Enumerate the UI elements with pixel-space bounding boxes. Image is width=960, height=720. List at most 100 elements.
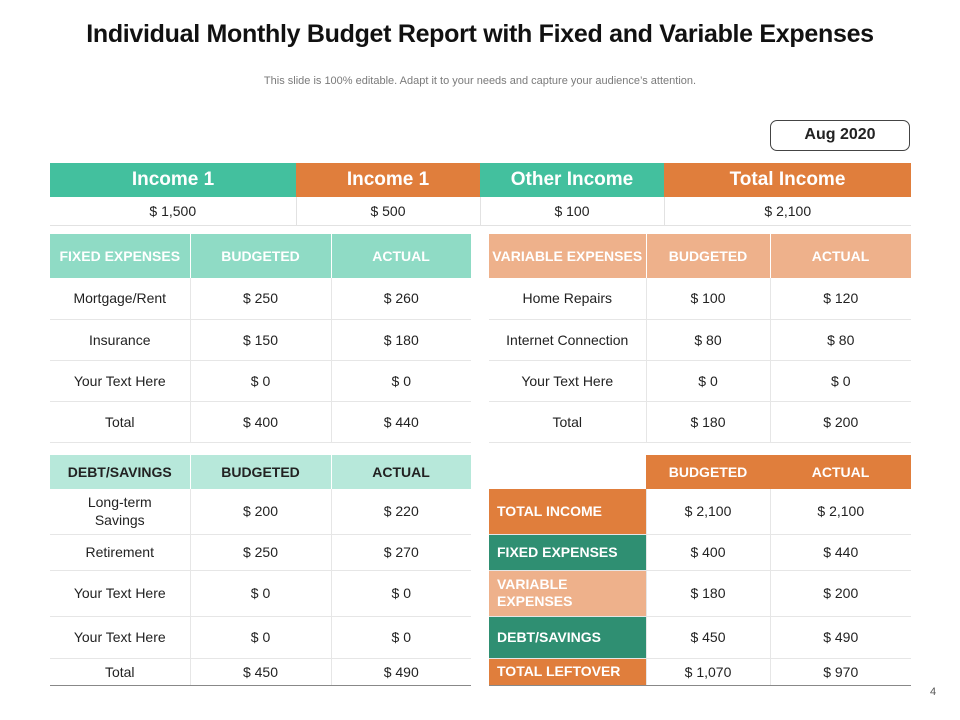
table-cell: $ 2,100 xyxy=(646,489,771,535)
table-row: TOTAL INCOME $ 2,100 $ 2,100 xyxy=(489,489,911,535)
table-cell: $ 250 xyxy=(190,534,332,571)
table-cell: Your Text Here xyxy=(50,360,191,402)
table-row: Home Repairs $ 100 $ 120 xyxy=(489,278,911,320)
table-row: TOTAL LEFTOVER $ 1,070 $ 970 xyxy=(489,658,911,686)
table-header: BUDGETED xyxy=(646,455,770,489)
income-header: Income 1 xyxy=(50,163,296,197)
summary-label: DEBT/SAVINGS xyxy=(489,616,647,659)
table-cell: $ 400 xyxy=(646,534,771,571)
table-cell: $ 180 xyxy=(646,570,771,617)
table-row: Long-term Savings $ 200 $ 220 xyxy=(50,489,471,535)
table-row: Total $ 180 $ 200 xyxy=(489,401,911,443)
table-cell: $ 250 xyxy=(190,278,332,320)
table-cell: $ 1,070 xyxy=(646,658,771,686)
summary-label: TOTAL INCOME xyxy=(489,489,647,535)
income-value: $ 500 xyxy=(296,197,481,226)
table-header: ACTUAL xyxy=(770,455,911,489)
table-cell: $ 150 xyxy=(190,319,332,361)
table-cell: $ 200 xyxy=(770,401,911,443)
table-cell: $ 0 xyxy=(770,360,911,402)
table-cell: $ 80 xyxy=(770,319,911,361)
page-title: Individual Monthly Budget Report with Fi… xyxy=(86,20,874,48)
table-cell: Total xyxy=(50,401,191,443)
page-subtitle: This slide is 100% editable. Adapt it to… xyxy=(263,75,697,87)
table-cell: Total xyxy=(50,658,191,686)
table-cell: Your Text Here xyxy=(50,570,191,617)
summary-label: VARIABLE EXPENSES xyxy=(489,570,647,617)
table-cell: $ 970 xyxy=(770,658,911,686)
summary-label: FIXED EXPENSES xyxy=(489,534,647,571)
table-cell: Internet Connection xyxy=(489,319,647,361)
table-row: Your Text Here $ 0 $ 0 xyxy=(50,570,471,617)
table-cell: Insurance xyxy=(50,319,191,361)
table-cell: $ 200 xyxy=(770,570,911,617)
table-cell: $ 450 xyxy=(190,658,332,686)
income-header: Total Income xyxy=(664,163,911,197)
table-cell: $ 220 xyxy=(331,489,471,535)
table-header: ACTUAL xyxy=(331,455,472,489)
table-cell: $ 2,100 xyxy=(770,489,911,535)
table-cell: $ 440 xyxy=(331,401,471,443)
table-header xyxy=(489,455,646,489)
table-cell: $ 270 xyxy=(331,534,471,571)
table-cell: $ 0 xyxy=(331,360,471,402)
table-row: Mortgage/Rent $ 250 $ 260 xyxy=(50,278,471,320)
table-cell: $ 0 xyxy=(190,570,332,617)
income-value: $ 1,500 xyxy=(50,197,297,226)
table-cell: Mortgage/Rent xyxy=(50,278,191,320)
income-header: Income 1 xyxy=(296,163,480,197)
table-header: BUDGETED xyxy=(646,234,771,278)
table-cell: $ 0 xyxy=(331,570,471,617)
table-cell: $ 120 xyxy=(770,278,911,320)
income-table: Income 1 Income 1 Other Income Total Inc… xyxy=(50,163,911,226)
table-cell: $ 0 xyxy=(190,616,332,659)
table-row: Your Text Here $ 0 $ 0 xyxy=(489,360,911,402)
table-cell: $ 490 xyxy=(770,616,911,659)
table-header: BUDGETED xyxy=(190,234,332,278)
variable-expenses-table: VARIABLE EXPENSES BUDGETED ACTUAL Home R… xyxy=(489,234,912,443)
table-header: VARIABLE EXPENSES xyxy=(489,234,647,278)
table-cell: Retirement xyxy=(50,534,191,571)
table-cell: $ 490 xyxy=(331,658,471,686)
table-cell: $ 450 xyxy=(646,616,771,659)
page-number: 4 xyxy=(930,686,937,698)
income-header: Other Income xyxy=(480,163,664,197)
table-row: FIXED EXPENSES $ 400 $ 440 xyxy=(489,534,911,571)
table-cell: Long-term Savings xyxy=(50,489,191,535)
table-cell: Total xyxy=(489,401,647,443)
table-row: DEBT/SAVINGS $ 450 $ 490 xyxy=(489,616,911,659)
table-header: FIXED EXPENSES xyxy=(50,234,191,278)
table-row: Insurance $ 150 $ 180 xyxy=(50,319,471,361)
table-cell: Your Text Here xyxy=(50,616,191,659)
table-row: Internet Connection $ 80 $ 80 xyxy=(489,319,911,361)
table-header: ACTUAL xyxy=(770,234,912,278)
date-label: Aug 2020 xyxy=(770,120,910,151)
table-row: Your Text Here $ 0 $ 0 xyxy=(50,360,471,402)
table-cell: $ 400 xyxy=(190,401,332,443)
table-cell: $ 80 xyxy=(646,319,771,361)
table-row: Retirement $ 250 $ 270 xyxy=(50,534,471,571)
table-row: Total $ 400 $ 440 xyxy=(50,401,471,443)
table-row: Your Text Here $ 0 $ 0 xyxy=(50,616,471,659)
table-cell: $ 0 xyxy=(190,360,332,402)
table-cell: $ 200 xyxy=(190,489,332,535)
table-header: ACTUAL xyxy=(331,234,472,278)
table-cell: $ 180 xyxy=(646,401,771,443)
table-cell: $ 0 xyxy=(646,360,771,402)
table-header: DEBT/SAVINGS xyxy=(50,455,191,489)
fixed-expenses-table: FIXED EXPENSES BUDGETED ACTUAL Mortgage/… xyxy=(50,234,472,443)
summary-table: BUDGETED ACTUAL TOTAL INCOME $ 2,100 $ 2… xyxy=(489,455,911,686)
table-cell: $ 100 xyxy=(646,278,771,320)
income-value: $ 100 xyxy=(480,197,665,226)
table-cell: $ 180 xyxy=(331,319,471,361)
income-value: $ 2,100 xyxy=(664,197,911,226)
table-row: Total $ 450 $ 490 xyxy=(50,658,471,686)
table-cell: $ 260 xyxy=(331,278,471,320)
table-cell: Home Repairs xyxy=(489,278,647,320)
summary-label: TOTAL LEFTOVER xyxy=(489,658,647,686)
table-cell: Your Text Here xyxy=(489,360,647,402)
table-cell: $ 440 xyxy=(770,534,911,571)
table-header: BUDGETED xyxy=(190,455,332,489)
table-row: VARIABLE EXPENSES $ 180 $ 200 xyxy=(489,570,911,617)
debt-savings-table: DEBT/SAVINGS BUDGETED ACTUAL Long-term S… xyxy=(50,455,472,686)
